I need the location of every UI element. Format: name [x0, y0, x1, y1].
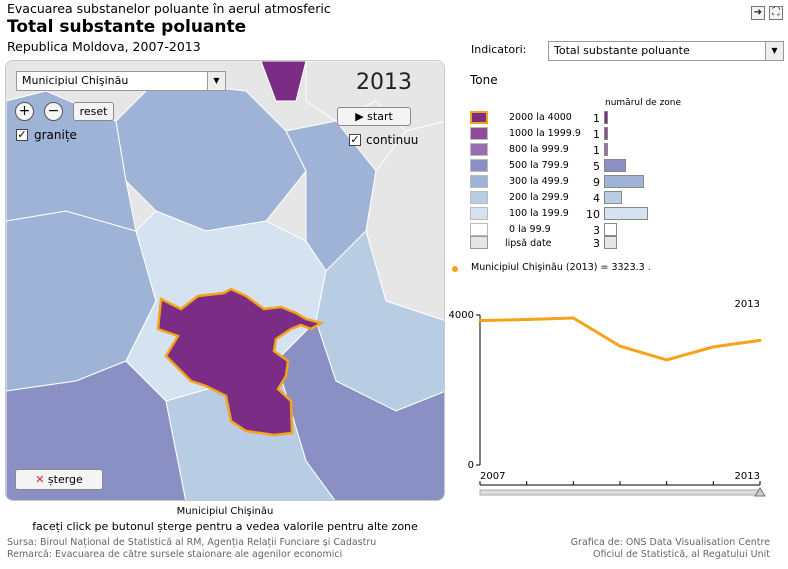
legend-count: 3	[593, 224, 600, 237]
credit-line-1: Grafica de: ONS Data Visualisation Centr…	[570, 537, 770, 548]
legend-swatch[interactable]	[470, 143, 488, 156]
region-select[interactable]: Municipiul Chişinău ▼	[16, 71, 226, 91]
legend-label: 500 la 799.9	[509, 160, 569, 171]
legend-label: 100 la 199.9	[509, 208, 569, 219]
page-subtitle: Republica Moldova, 2007-2013	[7, 39, 201, 54]
selected-region-caption: Municipiul Chişinău	[176, 506, 274, 517]
source-text: Sursa: Biroul Național de Statistică al …	[7, 537, 377, 548]
start-label: start	[367, 110, 393, 123]
current-year-label: 2013	[735, 299, 760, 310]
legend-bar	[604, 143, 609, 156]
legend-count: 5	[593, 160, 600, 173]
legend-bar	[604, 111, 609, 124]
x-tick-label: 2013	[735, 471, 760, 482]
close-icon: ✕	[35, 473, 45, 486]
unit-label: Tone	[470, 73, 498, 87]
legend-bar	[604, 127, 609, 140]
legend-swatch[interactable]	[470, 159, 488, 172]
count-header: numărul de zone	[605, 98, 682, 108]
choropleth-map	[6, 61, 444, 500]
legend-bar	[604, 175, 644, 188]
timeline-slider-handle[interactable]	[754, 487, 766, 497]
legend-swatch[interactable]	[470, 111, 488, 124]
legend-bar	[604, 191, 622, 204]
x-tick-label: 2007	[480, 471, 505, 482]
series-line	[479, 316, 761, 362]
legend-label: 200 la 299.9	[509, 192, 569, 203]
legend-bar	[604, 223, 618, 236]
reset-button[interactable]: reset	[73, 102, 114, 121]
legend-swatch[interactable]	[470, 223, 488, 236]
legend-missing-count: 3	[593, 237, 600, 250]
legend-swatch[interactable]	[470, 207, 488, 220]
chevron-down-icon: ▼	[207, 72, 225, 90]
play-icon: ▶	[355, 110, 364, 123]
borders-label: granițe	[34, 128, 77, 142]
legend-missing-bar	[604, 236, 617, 249]
arrow-right-icon: ➜	[753, 7, 763, 18]
selected-region-chisinau[interactable]	[156, 287, 325, 437]
checkmark-icon: ✓	[350, 133, 360, 146]
readout-dot-icon	[452, 266, 458, 272]
note-text: Remarcă: Evacuarea de către sursele stai…	[7, 549, 343, 560]
legend-swatch[interactable]	[470, 191, 488, 204]
legend-count: 1	[593, 144, 600, 157]
export-button[interactable]: ➜	[751, 6, 765, 20]
legend-label: 800 la 999.9	[509, 144, 569, 155]
y-tick-label: 0	[468, 460, 474, 471]
y-tick-label: 4000	[449, 310, 474, 321]
plus-icon: +	[18, 103, 31, 119]
data-point	[571, 316, 575, 320]
map-region[interactable]	[6, 90, 137, 232]
readout-text: Municipiul Chişinău (2013) = 3323.3 .	[471, 262, 651, 273]
fullscreen-icon: ⛶	[772, 7, 780, 18]
instruction-text: faceți click pe butonul șterge pentru a …	[32, 520, 418, 533]
legend-count: 4	[593, 192, 600, 205]
legend-swatch-missing	[470, 236, 488, 249]
legend-swatch[interactable]	[470, 175, 488, 188]
legend-bar	[604, 207, 648, 220]
legend-swatch[interactable]	[470, 127, 488, 140]
checkmark-icon: ✓	[17, 128, 27, 141]
clear-label: șterge	[47, 473, 83, 486]
legend-count: 10	[586, 208, 600, 221]
legend-count: 1	[593, 112, 600, 125]
indicators-label: Indicatori:	[471, 43, 527, 56]
data-point	[618, 344, 622, 348]
timeline-track	[479, 489, 761, 496]
continuous-label: continuu	[366, 133, 419, 147]
top-title: Evacuarea substanelor poluante în aerul …	[7, 1, 331, 16]
credit-line-2: Oficiul de Statistică, al Regatului Unit	[593, 549, 770, 560]
legend-label: 1000 la 1999.9	[509, 128, 581, 139]
borders-checkbox[interactable]: ✓	[16, 129, 28, 141]
region-select-value: Municipiul Chişinău	[22, 74, 129, 87]
zoom-out-button[interactable]: −	[44, 102, 63, 121]
legend-label: 300 la 499.9	[509, 176, 569, 187]
line-chart: 4000 0 2013 2007 2013	[449, 299, 766, 497]
data-point	[525, 318, 529, 321]
page-title: Total substante poluante	[7, 17, 247, 37]
legend-label: 2000 la 4000	[509, 112, 572, 123]
legend-bar	[604, 159, 626, 172]
map-panel: Municipiul Chişinău ▼ + − reset ✓ graniț…	[5, 60, 445, 501]
zoom-in-button[interactable]: +	[15, 102, 34, 121]
map-region[interactable]	[260, 61, 307, 102]
data-point	[711, 345, 715, 349]
indicator-select-value: Total substante poluante	[554, 44, 690, 57]
indicator-select[interactable]: Total substante poluante ▼	[548, 41, 784, 61]
fullscreen-button[interactable]: ⛶	[769, 6, 783, 20]
data-point	[665, 358, 669, 362]
legend-label: 0 la 99.9	[509, 224, 551, 235]
start-button[interactable]: ▶ start	[337, 107, 411, 126]
legend-count: 1	[593, 128, 600, 141]
data-point	[758, 338, 762, 342]
data-point	[478, 319, 482, 323]
legend-count: 9	[593, 176, 600, 189]
continuous-checkbox[interactable]: ✓	[349, 134, 361, 146]
clear-button[interactable]: ✕ șterge	[15, 469, 103, 490]
current-year: 2013	[356, 70, 412, 95]
legend-missing-label: lipsă date	[505, 238, 552, 249]
minus-icon: −	[47, 103, 60, 119]
chevron-down-icon: ▼	[765, 42, 783, 60]
